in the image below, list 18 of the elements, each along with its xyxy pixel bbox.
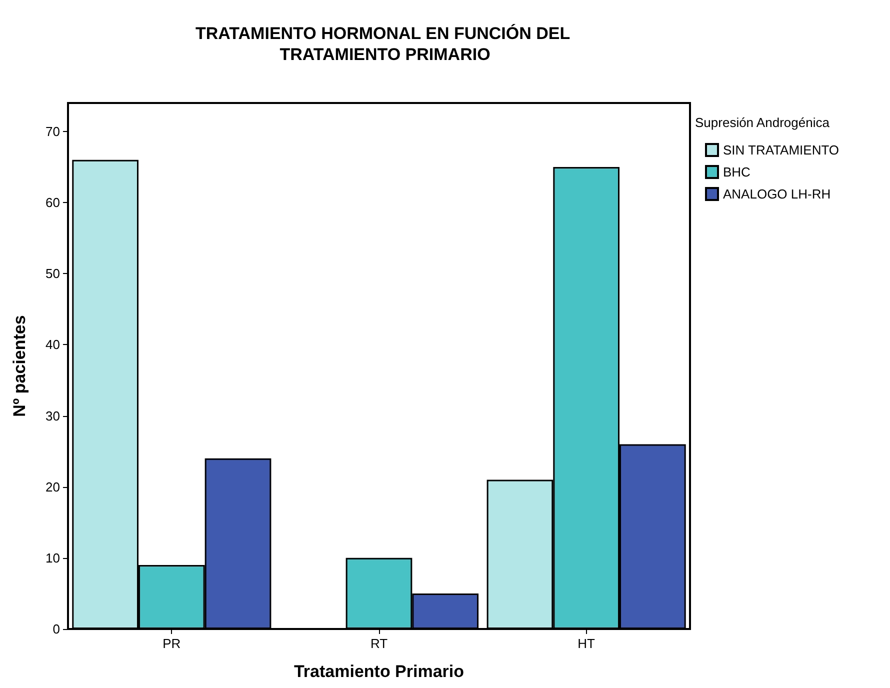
legend-label: BHC bbox=[723, 164, 750, 180]
chart-title: TRATAMIENTO HORMONAL EN FUNCIÓN DEL TRATAMIENTO PRIMARIO bbox=[195, 23, 575, 64]
y-tick-label: 70 bbox=[46, 124, 60, 139]
x-tick-label: PR bbox=[162, 636, 181, 651]
y-tick-label: 20 bbox=[46, 479, 60, 494]
y-tick-label: 10 bbox=[46, 550, 60, 566]
legend-label: SIN TRATAMIENTO bbox=[723, 142, 840, 158]
x-axis-title: Tratamiento Primario bbox=[294, 662, 464, 681]
x-tick-label: RT bbox=[370, 636, 388, 651]
y-tick-label: 0 bbox=[52, 622, 60, 636]
y-tick-label: 60 bbox=[46, 195, 60, 210]
x-tick-label: HT bbox=[578, 636, 596, 651]
y-axis-title: Nº pacientes bbox=[10, 315, 29, 417]
legend-title: Supresión Androgénica bbox=[695, 115, 830, 130]
y-tick-label: 30 bbox=[46, 408, 60, 424]
legend-label: ANALOGO LH-RH bbox=[723, 186, 831, 202]
y-tick-label: 50 bbox=[46, 266, 60, 282]
y-tick-label: 40 bbox=[46, 337, 60, 352]
